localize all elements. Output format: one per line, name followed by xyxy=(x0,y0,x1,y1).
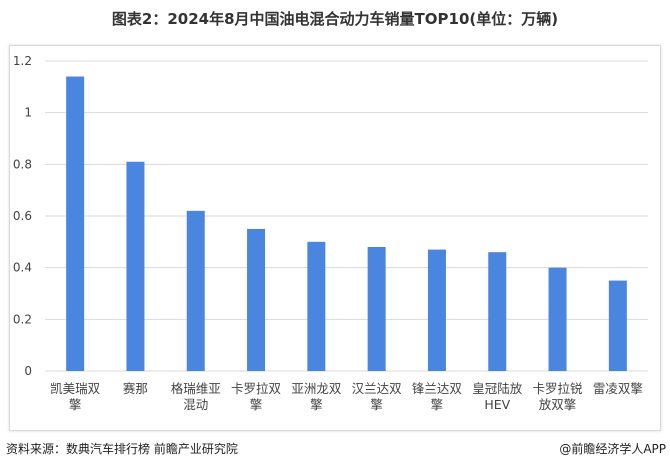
chart-title: 图表2：2024年8月中国油电混合动力车销量TOP10(单位：万辆) xyxy=(111,10,559,28)
y-tick-label: 0.2 xyxy=(13,312,32,326)
y-tick-label: 0.8 xyxy=(13,157,32,171)
x-tick-label: 凯美瑞双擎 xyxy=(50,381,101,412)
chart-frame xyxy=(9,45,661,431)
y-tick-label: 0.4 xyxy=(13,261,32,275)
x-tick-label: 汉兰达双擎 xyxy=(351,381,402,412)
bar xyxy=(247,228,266,371)
bar xyxy=(126,161,145,371)
bar xyxy=(427,249,446,371)
x-tick-label: 皇冠陆放HEV xyxy=(472,381,523,412)
y-tick-label: 0 xyxy=(24,364,32,378)
x-tick-label: 锋兰达双擎 xyxy=(411,381,462,412)
bar xyxy=(307,241,326,371)
credit-note: @前瞻经济学人APP xyxy=(559,442,666,456)
bar xyxy=(186,210,205,371)
x-tick-label: 雷凌双擎 xyxy=(592,381,643,396)
x-tick-label: 卡罗拉锐放双擎 xyxy=(532,381,583,412)
x-tick-label: 亚洲龙双擎 xyxy=(291,381,342,412)
bar xyxy=(548,267,567,371)
x-tick-label: 赛那 xyxy=(122,381,148,396)
x-tick-label: 卡罗拉双擎 xyxy=(231,381,282,412)
x-tick-label: 格瑞维亚混动 xyxy=(170,381,221,412)
bar xyxy=(488,252,507,371)
bar xyxy=(367,247,386,371)
y-tick-label: 1.2 xyxy=(13,54,32,68)
bar xyxy=(66,76,85,371)
y-tick-label: 1 xyxy=(24,106,32,120)
y-tick-label: 0.6 xyxy=(13,209,32,223)
bar xyxy=(608,280,627,371)
source-note: 资料来源：数典汽车排行榜 前瞻产业研究院 xyxy=(6,442,238,456)
